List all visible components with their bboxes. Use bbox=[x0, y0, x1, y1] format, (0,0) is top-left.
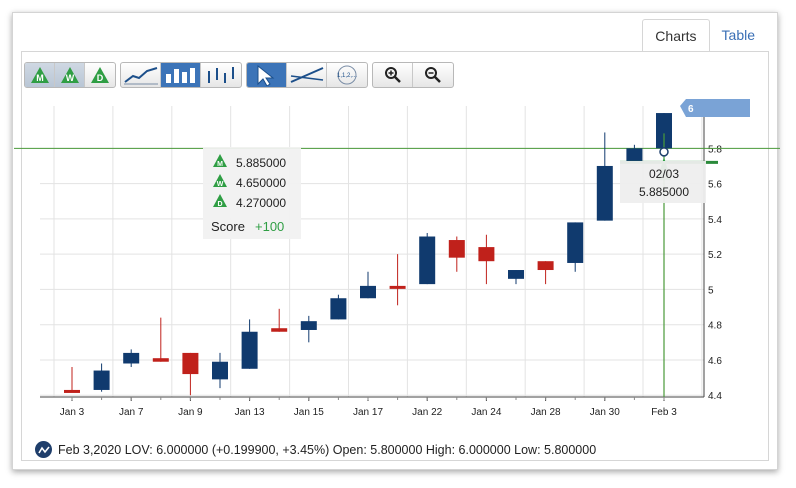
daily-icon: D bbox=[91, 67, 109, 83]
zoom-button-group bbox=[372, 62, 454, 88]
y-tick-label: 5 bbox=[708, 285, 714, 296]
candle-body[interactable] bbox=[360, 285, 376, 299]
pointer-icon bbox=[257, 64, 274, 86]
period-letter-d: D bbox=[97, 73, 104, 83]
line-chart-icon bbox=[123, 67, 158, 85]
cursor-label-box bbox=[620, 161, 706, 203]
cursor-value-label: 5.885000 bbox=[639, 185, 689, 199]
level-icon-m bbox=[213, 154, 227, 167]
candle-body[interactable] bbox=[152, 358, 169, 362]
price-tag bbox=[680, 99, 750, 117]
candle-body[interactable] bbox=[508, 270, 524, 279]
level-value: 4.270000 bbox=[236, 196, 286, 210]
y-tick-label: 4.8 bbox=[708, 321, 722, 332]
candle-body[interactable] bbox=[241, 331, 258, 369]
candle-body[interactable] bbox=[389, 285, 406, 289]
x-tick-label: Feb 3 bbox=[651, 407, 677, 418]
fibonacci-label: 1,1,2,... bbox=[337, 73, 357, 79]
candle-body[interactable] bbox=[419, 236, 436, 285]
zoom-in-icon bbox=[384, 67, 401, 83]
x-tick-label: Jan 30 bbox=[590, 407, 620, 418]
drawing-tools-group: 1,1,2,... bbox=[246, 62, 368, 88]
level-letter: M bbox=[217, 161, 223, 168]
quote-info-bar: Feb 3,2020 LOV: 6.000000 (+0.199900, +3.… bbox=[35, 441, 596, 458]
fibonacci-icon: 1,1,2,... bbox=[337, 65, 357, 85]
y-tick-label: 5.8 bbox=[708, 144, 722, 155]
period-letter-m: M bbox=[36, 73, 44, 83]
x-tick-label: Jan 3 bbox=[60, 407, 85, 418]
view-tabs: Charts Table bbox=[642, 19, 767, 55]
ohlc-chart-icon bbox=[208, 67, 234, 83]
candle-body[interactable] bbox=[300, 321, 317, 330]
chart-type-button-group bbox=[120, 62, 242, 88]
candle-body[interactable] bbox=[448, 240, 465, 258]
weekly-icon: W bbox=[60, 67, 79, 83]
level-icon-d bbox=[213, 194, 227, 207]
candle-body[interactable] bbox=[537, 261, 554, 271]
period-letter-w: W bbox=[65, 73, 74, 83]
level-value: 4.650000 bbox=[236, 176, 286, 190]
level-value: 5.885000 bbox=[236, 156, 286, 170]
candle-body[interactable] bbox=[567, 222, 584, 263]
score-label: Score bbox=[211, 219, 245, 234]
chart-panel: M W D bbox=[21, 51, 769, 461]
cursor-point bbox=[659, 147, 669, 157]
y-tick-label: 4.4 bbox=[708, 391, 722, 402]
zoom-out-icon bbox=[425, 67, 441, 83]
quote-info-text: Feb 3,2020 LOV: 6.000000 (+0.199900, +3.… bbox=[58, 442, 597, 457]
y-tick-label: 5.4 bbox=[708, 215, 722, 226]
candle-body[interactable] bbox=[271, 328, 288, 332]
daily-period-button[interactable]: D bbox=[85, 63, 115, 87]
chart-widget: Charts Table M W D bbox=[12, 12, 778, 470]
weekly-period-button[interactable]: W bbox=[55, 63, 85, 87]
period-button-group: M W D bbox=[24, 62, 116, 88]
monthly-icon: M bbox=[30, 67, 49, 83]
tab-table[interactable]: Table bbox=[721, 27, 755, 43]
candle-body[interactable] bbox=[330, 298, 347, 320]
x-tick-label: Jan 13 bbox=[235, 407, 265, 418]
candle-body[interactable] bbox=[93, 370, 110, 390]
line-chart-button[interactable] bbox=[121, 63, 161, 87]
price-tag-label: 6 bbox=[688, 104, 694, 115]
x-tick-label: Jan 17 bbox=[353, 407, 383, 418]
y-tick-label: 5.2 bbox=[708, 250, 722, 261]
wave-icon bbox=[35, 441, 52, 458]
y-tick-label: 5.6 bbox=[708, 180, 722, 191]
x-tick-label: Jan 7 bbox=[119, 407, 144, 418]
zoom-in-button[interactable] bbox=[373, 63, 413, 87]
x-tick-label: Jan 24 bbox=[471, 407, 501, 418]
level-letter: W bbox=[217, 181, 224, 188]
candle-body[interactable] bbox=[626, 148, 643, 163]
candle-body[interactable] bbox=[478, 247, 495, 262]
ohlc-chart-button[interactable] bbox=[201, 63, 241, 87]
candle-body[interactable] bbox=[182, 352, 199, 375]
level-icon-w bbox=[213, 174, 227, 187]
pointer-tool-button[interactable] bbox=[247, 63, 287, 87]
candle-body[interactable] bbox=[656, 113, 672, 149]
bar-chart-icon bbox=[165, 68, 195, 83]
candle-body[interactable] bbox=[212, 361, 228, 380]
y-tick-label: 4.6 bbox=[708, 356, 722, 367]
level-letter: D bbox=[217, 201, 222, 208]
zoom-out-button[interactable] bbox=[413, 63, 453, 87]
x-tick-label: Jan 9 bbox=[178, 407, 203, 418]
candle-body[interactable] bbox=[123, 352, 140, 364]
monthly-period-button[interactable]: M bbox=[25, 63, 55, 87]
chart-toolbar: M W D bbox=[24, 62, 454, 88]
bar-chart-button[interactable] bbox=[161, 63, 201, 87]
x-tick-label: Jan 15 bbox=[294, 407, 324, 418]
candle-body[interactable] bbox=[596, 165, 613, 221]
x-tick-label: Jan 22 bbox=[412, 407, 442, 418]
score-value: +100 bbox=[255, 219, 284, 234]
candle-body[interactable] bbox=[64, 389, 80, 393]
fibonacci-tool-button[interactable]: 1,1,2,... bbox=[327, 63, 367, 87]
trendline-icon bbox=[290, 67, 323, 83]
x-tick-label: Jan 28 bbox=[531, 407, 561, 418]
trendline-tool-button[interactable] bbox=[287, 63, 327, 87]
cursor-date-label: 02/03 bbox=[649, 167, 679, 181]
tab-charts[interactable]: Charts bbox=[642, 19, 710, 55]
